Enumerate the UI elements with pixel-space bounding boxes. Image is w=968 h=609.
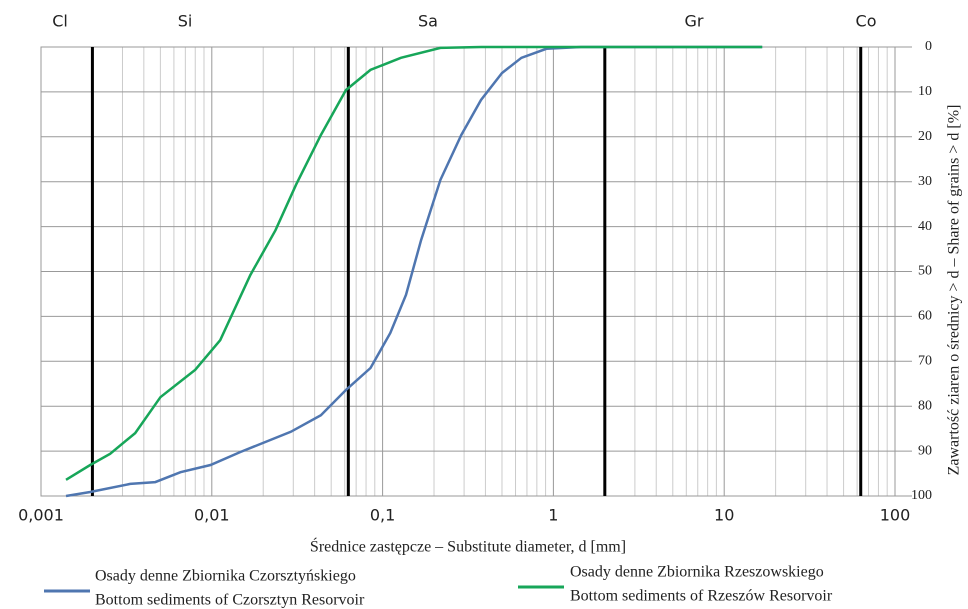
zone-label: Gr	[685, 12, 704, 31]
zone-label: Sa	[418, 12, 438, 31]
y-tick-label: 50	[918, 264, 932, 279]
y-tick-label: 30	[918, 174, 932, 189]
legend-label: Osady denne Zbiornika Czorsztyńskiego	[95, 568, 356, 585]
y-tick-label: 90	[918, 443, 932, 458]
legend-label: Osady denne Zbiornika Rzeszowskiego	[570, 564, 824, 581]
y-tick-label: 60	[918, 309, 932, 324]
legend-label: Bottom sediments of Rzeszów Resorvoir	[570, 588, 833, 605]
zone-label: Co	[856, 12, 877, 31]
y-tick-label: 70	[918, 354, 932, 369]
zone-label: Cl	[52, 12, 68, 31]
x-tick-label: 10	[714, 506, 734, 525]
x-tick-label: 0,1	[370, 506, 395, 525]
x-tick-label: 0,01	[194, 506, 230, 525]
y-axis-label: Zawartość ziaren o średnicy > d – Share …	[946, 105, 963, 476]
y-tick-label: 20	[918, 129, 932, 144]
y-tick-label: 0	[925, 39, 932, 54]
y-tick-label: 10	[918, 84, 932, 99]
x-tick-label: 0,001	[18, 506, 64, 525]
y-tick-label: 80	[918, 398, 932, 413]
y-tick-label: 40	[918, 219, 932, 234]
series-line	[65, 45, 763, 498]
x-tick-label: 100	[880, 506, 911, 525]
zone-label: Si	[178, 12, 193, 31]
y-tick-label: 100	[911, 488, 932, 503]
x-tick-label: 1	[548, 506, 558, 525]
legend-label: Bottom sediments of Czorsztyn Resorvoir	[95, 592, 365, 609]
series-line	[65, 45, 763, 481]
x-axis-label: Średnice zastępcze – Substitute diameter…	[310, 537, 626, 556]
